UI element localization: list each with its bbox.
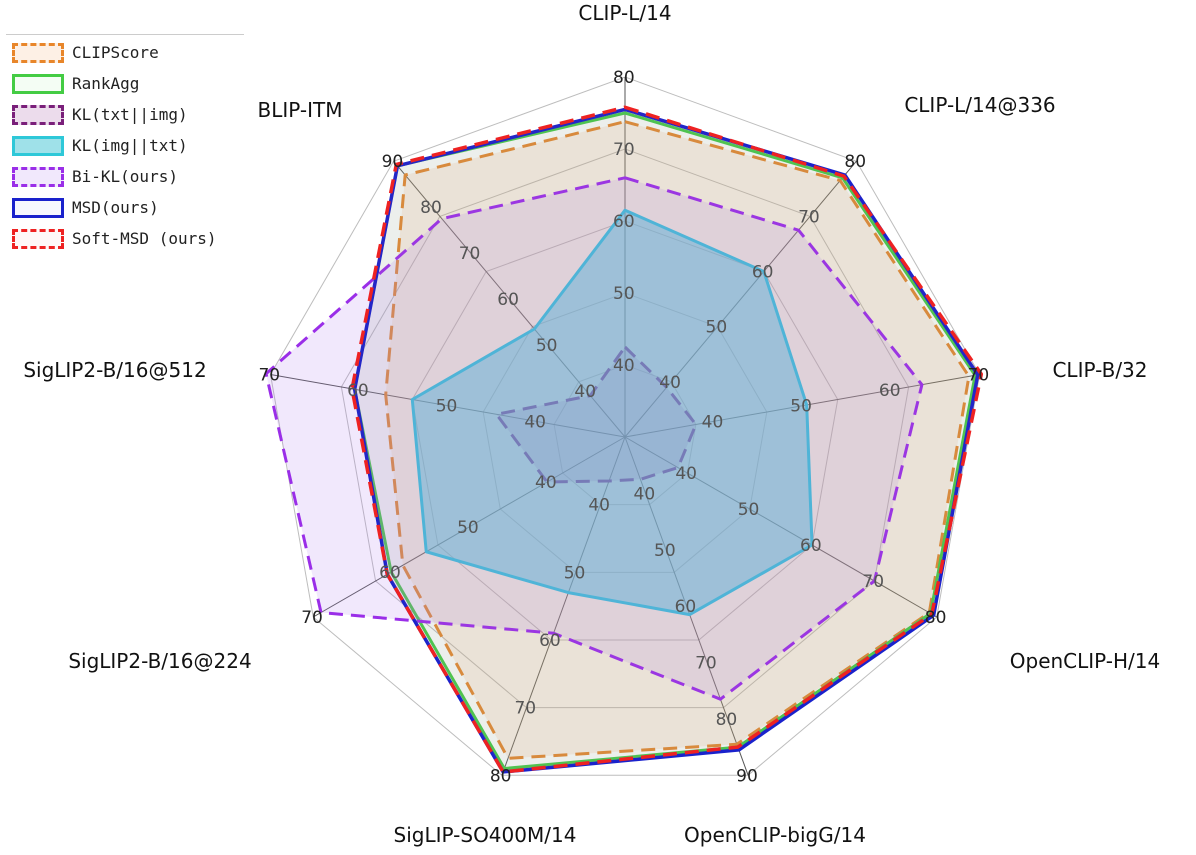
tick-label: 40 <box>574 382 596 402</box>
tick-label: 50 <box>457 518 479 538</box>
legend-label: MSD(ours) <box>72 198 159 217</box>
radar-series <box>264 105 984 774</box>
tick-label: 60 <box>800 536 822 556</box>
tick-label: 80 <box>420 198 442 218</box>
axis-label-siglip2-b-16-512: SigLIP2-B/16@512 <box>23 358 206 382</box>
legend-label: KL(img||txt) <box>72 136 188 155</box>
radar-labels: 40 50 60 70 80 CLIP-L/14 40 50 60 70 80 CLIP-L/14@3… <box>23 1 1160 847</box>
tick-label: 60 <box>879 381 901 401</box>
tick-label: 50 <box>738 500 760 520</box>
axis-label-siglip2-b-16-224: SigLIP2-B/16@224 <box>68 649 251 673</box>
tick-label: 50 <box>564 563 586 583</box>
tick-label: 50 <box>706 318 728 338</box>
tick-label: 70 <box>798 207 820 227</box>
tick-label: 90 <box>382 152 404 172</box>
tick-label: 40 <box>702 412 724 432</box>
grid-ring <box>411 220 839 641</box>
tick-label: 80 <box>716 710 738 730</box>
grid-ring <box>340 148 910 709</box>
axis-label-clip-b-32: CLIP-B/32 <box>1052 358 1147 382</box>
legend-item-soft-msd-ours: Soft-MSD (ours) <box>6 225 244 252</box>
tick-label: 40 <box>613 356 635 376</box>
tick-label: 70 <box>301 608 323 628</box>
tick-label: 40 <box>588 496 610 516</box>
tick-label: 70 <box>968 365 990 385</box>
legend-swatch <box>12 42 64 63</box>
tick-label: 40 <box>659 373 681 393</box>
legend-label: Bi-KL(ours) <box>72 167 178 186</box>
tick-label: 40 <box>535 473 557 493</box>
tick-label: 70 <box>514 699 536 719</box>
tick-label: 40 <box>634 484 656 504</box>
legend-swatch <box>12 104 64 125</box>
legend-swatch <box>12 73 64 94</box>
legend-label: RankAgg <box>72 74 140 93</box>
axis-label-clip-l-14-336: CLIP-L/14@336 <box>904 93 1055 117</box>
legend-label: KL(txt||img) <box>72 105 188 124</box>
tick-label: 80 <box>844 152 866 172</box>
axis-label-clip-l-14: CLIP-L/14 <box>578 1 671 25</box>
tick-label: 60 <box>497 290 519 310</box>
tick-label: 60 <box>675 597 697 617</box>
tick-label: 60 <box>752 263 774 283</box>
legend-item-kl-img-txt: KL(img||txt) <box>6 132 244 159</box>
axis-label-siglip-so400m-14: SigLIP-SO400M/14 <box>394 823 577 847</box>
grid-ring <box>269 76 981 776</box>
legend-swatch <box>12 228 64 249</box>
legend-swatch <box>12 197 64 218</box>
tick-label: 50 <box>654 541 676 561</box>
axis-label-openclip-bigg-14: OpenCLIP-bigG/14 <box>684 823 866 847</box>
legend-item-rankagg: RankAgg <box>6 70 244 97</box>
tick-label: 40 <box>524 412 546 432</box>
tick-label: 80 <box>613 68 635 88</box>
tick-label: 60 <box>347 381 369 401</box>
axis-label-blip-itm: BLIP-ITM <box>258 98 343 122</box>
tick-label: 60 <box>539 631 561 651</box>
tick-label: 60 <box>613 212 635 232</box>
legend-label: CLIPScore <box>72 43 159 62</box>
tick-label: 60 <box>379 563 401 583</box>
tick-label: 70 <box>695 654 717 674</box>
legend-swatch <box>12 135 64 156</box>
series-soft-msd-ours <box>350 105 984 774</box>
legend-label: Soft-MSD (ours) <box>72 229 217 248</box>
series-kl-img-txt <box>410 208 814 617</box>
tick-label: 50 <box>613 284 635 304</box>
tick-label: 80 <box>925 608 947 628</box>
tick-label: 80 <box>490 766 512 786</box>
tick-label: 40 <box>675 464 697 484</box>
legend-item-bi-kl-ours: Bi-KL(ours) <box>6 163 244 190</box>
tick-label: 50 <box>790 397 812 417</box>
series-bi-kl-ours <box>264 176 924 701</box>
tick-label: 50 <box>436 397 458 417</box>
tick-label: 70 <box>862 572 884 592</box>
legend-item-clipscore: CLIPScore <box>6 39 244 66</box>
tick-label: 50 <box>536 336 558 356</box>
axis-label-openclip-h-14: OpenCLIP-H/14 <box>1010 649 1161 673</box>
legend-swatch <box>12 166 64 187</box>
tick-label: 70 <box>613 140 635 160</box>
legend-item-kl-txt-img: KL(txt||img) <box>6 101 244 128</box>
tick-label: 90 <box>736 766 758 786</box>
legend-item-msd-ours: MSD(ours) <box>6 194 244 221</box>
tick-label: 70 <box>459 244 481 264</box>
tick-label: 70 <box>258 365 280 385</box>
chart-legend: CLIPScore RankAgg KL(txt||img) KL(img||txt)… <box>6 34 244 252</box>
